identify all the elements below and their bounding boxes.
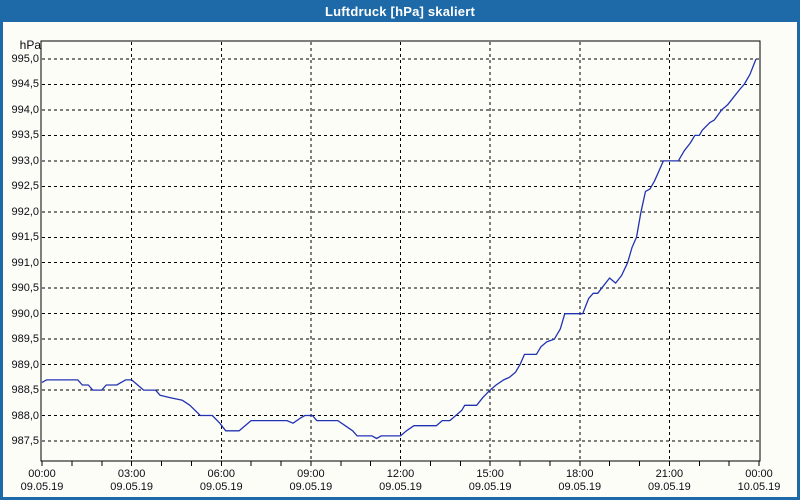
y-axis-unit-label: hPa <box>19 38 41 52</box>
y-tick-label: 991,5 <box>11 231 39 244</box>
x-tick-time: 18:00 <box>565 468 594 480</box>
x-tick-date: 09.05.19 <box>199 481 243 493</box>
y-tick-label: 988,5 <box>11 384 39 397</box>
y-tick-label: 993,5 <box>11 129 39 142</box>
x-tick-label: 09:00 09.05.19 <box>276 468 346 494</box>
x-tick-time: 03:00 <box>117 468 146 480</box>
x-tick-time: 09:00 <box>297 468 325 480</box>
window-title: Luftdruck [hPa] skaliert <box>325 3 475 19</box>
y-tick-label: 989,0 <box>11 358 39 371</box>
y-tick-label: 991,0 <box>11 256 39 269</box>
x-tick-time: 06:00 <box>207 468 236 480</box>
y-tick-label: 994,0 <box>11 103 39 116</box>
x-tick-date: 09.05.19 <box>110 481 154 493</box>
chart-canvas <box>40 40 761 466</box>
x-tick-time: 00:00 <box>28 468 56 480</box>
chart-area: hPa 995,0 994,5 994,0 993,5 993,0 992,5 992,0 9… <box>3 3 797 497</box>
x-tick-time: 00:00 <box>745 468 773 480</box>
x-tick-date: 09.05.19 <box>468 481 512 493</box>
x-tick-time: 12:00 <box>386 468 415 480</box>
x-tick-label: 15:00 09.05.19 <box>455 468 525 494</box>
x-tick-time: 15:00 <box>476 468 504 480</box>
x-tick-label: 00:00 09.05.19 <box>7 468 77 494</box>
x-tick-date: 09.05.19 <box>289 481 333 493</box>
y-tick-label: 995,0 <box>11 53 39 65</box>
x-tick-label: 21:00 09.05.19 <box>634 468 704 494</box>
x-tick-date: 09.05.19 <box>379 481 422 493</box>
y-tick-label: 993,0 <box>11 154 39 167</box>
y-tick-label: 990,5 <box>11 282 39 295</box>
title-bar: Luftdruck [hPa] skaliert <box>3 3 797 22</box>
pressure-line <box>41 58 757 440</box>
y-tick-label: 988,0 <box>11 409 39 422</box>
x-tick-date: 09.05.19 <box>20 481 64 493</box>
x-tick-label: 18:00 09.05.19 <box>545 468 615 494</box>
x-tick-date: 10.05.19 <box>737 481 781 493</box>
x-tick-label: 03:00 09.05.19 <box>97 468 167 494</box>
y-tick-label: 990,0 <box>11 307 39 320</box>
x-tick-label: 06:00 09.05.19 <box>186 468 256 494</box>
x-tick-time: 21:00 <box>655 468 684 480</box>
x-tick-label: 12:00 09.05.19 <box>366 468 436 494</box>
y-tick-label: 987,5 <box>11 435 39 447</box>
y-tick-label: 994,5 <box>11 78 39 91</box>
y-tick-label: 992,5 <box>11 180 39 193</box>
x-tick-date: 09.05.19 <box>558 481 602 493</box>
y-tick-label: 989,5 <box>11 333 39 346</box>
x-tick-label: 00:00 10.05.19 <box>724 468 794 494</box>
y-tick-label: 992,0 <box>11 205 39 218</box>
x-tick-date: 09.05.19 <box>647 481 691 493</box>
